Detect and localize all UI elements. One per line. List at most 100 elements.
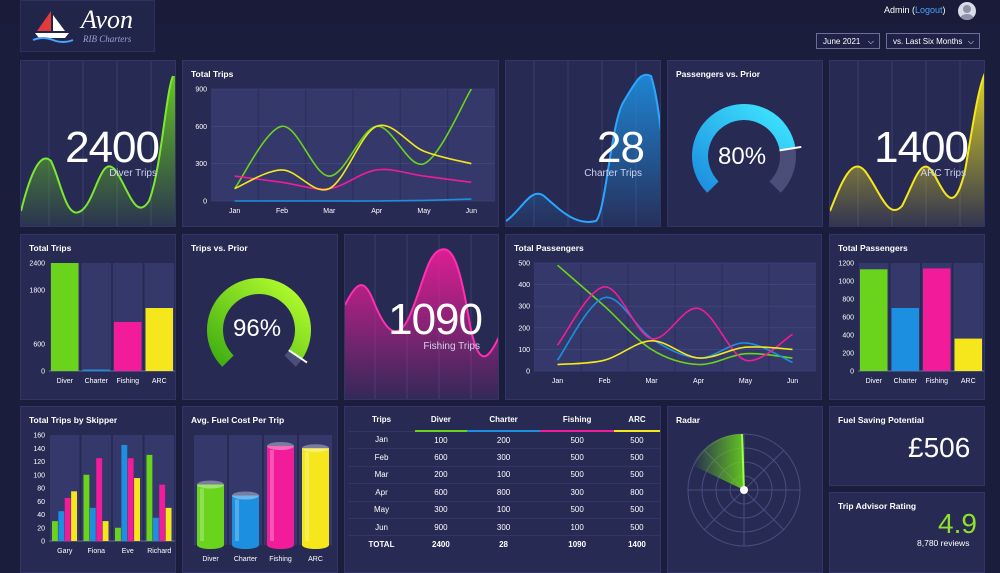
bar-diver (52, 521, 58, 541)
table-cell: May (348, 500, 416, 519)
avatar[interactable] (958, 2, 976, 20)
bar-charter (152, 517, 159, 541)
table-cell: 300 (415, 500, 467, 519)
arc-area-sparkline (830, 61, 984, 226)
panel-title: Fuel Saving Potential (838, 415, 924, 425)
x-tick-label: Mar (323, 208, 336, 215)
table-cell: 800 (613, 483, 660, 502)
table-cell: 100 (540, 517, 614, 536)
column-header-fishing[interactable]: Fishing (540, 408, 614, 432)
column-header-arc[interactable]: ARC (613, 408, 660, 432)
user-menu: Admin (Logout) (884, 5, 946, 15)
table-cell: 500 (613, 500, 660, 519)
y-tick-label: 600 (195, 124, 207, 131)
top-bar (0, 0, 1000, 24)
table-cell: 200 (466, 430, 541, 449)
table-row: Feb 600 300 500 500 (348, 448, 660, 467)
y-tick-label: 160 (33, 433, 45, 440)
y-tick-label: 140 (33, 446, 45, 453)
cylinder-diver (197, 484, 224, 545)
series-line-arc (557, 339, 793, 366)
y-tick-label: 0 (41, 369, 45, 376)
review-count: 8,780 reviews (917, 538, 970, 548)
y-tick-label: 0 (41, 539, 45, 546)
x-tick-label: Apr (693, 378, 705, 385)
series-line-arc (234, 124, 472, 191)
fishing-area-sparkline (345, 235, 498, 399)
table-cell: 500 (613, 517, 660, 536)
column-header-diver[interactable]: Diver (415, 408, 467, 432)
bar-arc (954, 338, 982, 371)
panel-title: Radar (676, 415, 701, 425)
diver-area-sparkline (21, 61, 175, 226)
table-cell: 1400 (613, 535, 660, 553)
x-tick-label: Apr (371, 208, 383, 215)
cylinder-highlight (305, 452, 309, 541)
table-cell: 100 (466, 500, 541, 519)
cylinder-base (232, 541, 259, 549)
series-line-diver (556, 264, 793, 366)
series-line-fishing (234, 168, 472, 190)
total-passengers-bar-chart: 0 200 400 600 800 1000 1200 Diver Charter Fishing… (838, 261, 984, 385)
table-cell: 500 (540, 465, 614, 484)
table-cell: 500 (540, 500, 614, 519)
table-row: May 300 100 500 500 (348, 500, 660, 519)
bar-fishing (114, 321, 142, 371)
bar-charter (891, 308, 919, 371)
total-trips-bar-chart: 0 600 1800 2400 Diver Charter Fishing ARC (29, 261, 175, 385)
x-tick-label: Mar (645, 378, 658, 385)
fuel-saving-panel: Fuel Saving Potential (829, 406, 985, 486)
total-passengers-line-chart: 0 100 200 300 400 500 Jan Feb Mar Apr May Jun (518, 261, 816, 385)
bar-charter (82, 369, 110, 371)
cylinder-base (267, 541, 294, 549)
table-cell: 600 (415, 448, 467, 467)
sailboat-icon (32, 11, 74, 43)
cylinder-top (302, 444, 329, 453)
y-tick-label: 80 (37, 486, 45, 493)
gauge-needle (288, 349, 308, 364)
kpi-value: 2400 (65, 123, 160, 172)
gauge-value: 80% (718, 143, 767, 170)
kpi-value: 1400 (874, 123, 969, 172)
compare-select[interactable]: vs. Last Six Months ⌵ (886, 33, 980, 49)
passengers-gauge (692, 103, 802, 193)
y-tick-label: 1800 (29, 288, 45, 295)
x-tick-label: May (739, 378, 753, 385)
brand-logo[interactable]: Avon RIB Charters (20, 0, 155, 52)
brand-subtitle: RIB Charters (83, 34, 132, 44)
table-row: Jun 900 300 100 500 (348, 517, 660, 536)
bar-diver (83, 474, 90, 541)
table-cell: 500 (540, 448, 614, 467)
x-tick-label: Fishing (116, 378, 139, 385)
month-select-value: June 2021 (823, 37, 861, 46)
x-tick-label: ARC (152, 378, 167, 385)
logout-link[interactable]: Logout (915, 5, 943, 15)
x-tick-label: Jun (466, 208, 477, 215)
x-tick-label: Diver (57, 378, 74, 385)
y-tick-label: 0 (850, 369, 854, 376)
fuel-saving-value: £506 (908, 432, 971, 463)
column-header-charter[interactable]: Charter (466, 408, 541, 432)
table-cell: Apr (348, 483, 416, 502)
series-line-fishing (556, 285, 793, 362)
panel-title: Total Passengers (838, 243, 908, 253)
bar-diver (115, 527, 121, 541)
y-tick-label: 2400 (29, 261, 45, 268)
table-cell: Jan (348, 430, 416, 449)
x-tick-label: Diver (866, 378, 883, 385)
y-tick-label: 400 (842, 333, 854, 340)
month-select[interactable]: June 2021 ⌵ (816, 33, 880, 49)
bar-arc (145, 308, 173, 371)
trips-vs-prior-panel: Trips vs. Prior 96% (182, 234, 338, 400)
table-row: TOTAL 2400 28 1090 1400 (348, 535, 660, 553)
charter-trips-panel: 28 Charter Trips (505, 60, 661, 227)
panel-title: Trips vs. Prior (191, 243, 248, 253)
column-header-trips[interactable]: Trips (371, 414, 392, 424)
gauge-fill (207, 278, 311, 367)
y-tick-label: 120 (33, 459, 45, 466)
panel-title: Total Passengers (514, 243, 584, 253)
table-header: Trips Diver Charter Fishing ARC (348, 408, 660, 432)
table-cell: 100 (415, 430, 467, 449)
total-trips-bar-panel: Total Trips 0 600 1800 2400 Diver Charter Fish… (20, 234, 176, 400)
total-trips-line-chart: 0 300 600 900 Jan Feb Mar Apr May Jun (195, 87, 495, 215)
